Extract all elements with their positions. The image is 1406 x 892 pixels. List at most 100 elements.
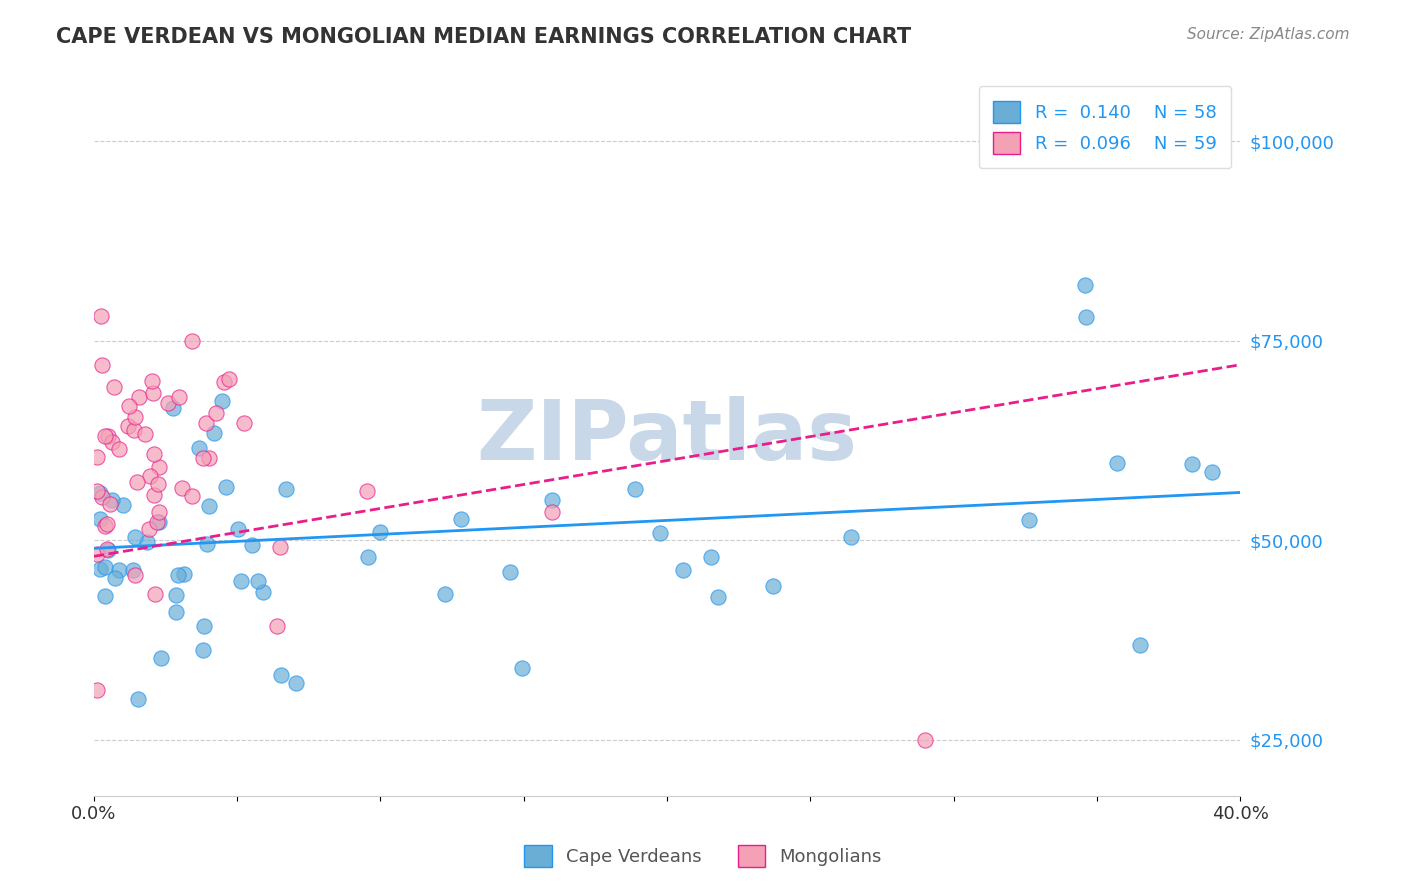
Point (233, 417, 256, 431)
Point (434, 587, 457, 601)
Point (167, 390, 190, 404)
Point (1129, 639, 1152, 653)
Point (191, 643, 214, 657)
Point (650, 526, 672, 541)
Point (541, 505, 564, 519)
Point (90, 490, 112, 504)
Point (914, 732, 936, 747)
Point (180, 490, 202, 504)
Point (124, 409, 146, 424)
Point (1074, 277, 1097, 292)
Point (173, 567, 195, 582)
Point (136, 535, 159, 549)
Point (118, 399, 141, 413)
Point (172, 481, 194, 495)
Point (98, 497, 121, 511)
Point (266, 619, 288, 633)
Point (103, 380, 125, 394)
Point (108, 563, 131, 577)
Point (214, 375, 236, 389)
Point (94, 429, 117, 443)
Point (512, 661, 534, 675)
Point (142, 385, 165, 400)
Point (226, 522, 249, 536)
Point (146, 516, 169, 530)
Point (499, 566, 522, 580)
Point (157, 395, 180, 409)
Point (138, 522, 160, 536)
Point (1107, 456, 1129, 470)
Point (90, 309, 112, 323)
Point (195, 537, 218, 551)
Point (139, 469, 162, 483)
Point (93, 589, 115, 603)
Point (540, 492, 562, 507)
Point (198, 499, 221, 513)
Point (89, 562, 111, 576)
Point (94, 519, 117, 533)
Point (368, 524, 391, 539)
Point (839, 530, 862, 544)
Point (127, 691, 149, 706)
Point (86, 547, 108, 561)
Point (270, 668, 292, 682)
Point (211, 394, 233, 409)
Point (193, 450, 215, 465)
Point (146, 477, 169, 491)
Text: ZIPatlas: ZIPatlas (477, 396, 858, 477)
Point (94, 560, 117, 574)
Point (96, 541, 118, 556)
Point (202, 425, 225, 440)
Point (195, 416, 218, 430)
Point (148, 459, 170, 474)
Point (100, 493, 122, 508)
Point (91, 358, 114, 372)
Point (97, 429, 120, 443)
Point (149, 650, 172, 665)
Text: Source: ZipAtlas.com: Source: ZipAtlas.com (1187, 27, 1350, 42)
Point (167, 568, 190, 582)
Point (252, 584, 274, 599)
Point (1181, 457, 1204, 471)
Point (143, 587, 166, 601)
Point (141, 375, 163, 389)
Point (699, 550, 721, 565)
Point (1018, 512, 1040, 526)
Point (205, 406, 228, 420)
Point (357, 549, 380, 564)
Point (142, 447, 165, 461)
Point (198, 451, 221, 466)
Point (1076, 310, 1098, 324)
Point (122, 563, 145, 577)
Point (86, 484, 108, 499)
Point (762, 579, 785, 593)
Point (86, 450, 108, 464)
Point (1201, 466, 1223, 480)
Point (707, 590, 730, 604)
Text: CAPE VERDEAN VS MONGOLIAN MEDIAN EARNINGS CORRELATION CHART: CAPE VERDEAN VS MONGOLIAN MEDIAN EARNING… (56, 27, 911, 46)
Point (96, 517, 118, 532)
Point (108, 442, 131, 456)
Point (86, 683, 108, 698)
Point (128, 390, 150, 404)
Point (124, 531, 146, 545)
Point (165, 605, 187, 619)
Point (127, 475, 149, 489)
Point (215, 480, 238, 494)
Point (240, 538, 263, 552)
Point (229, 574, 252, 589)
Point (112, 498, 135, 512)
Point (193, 619, 215, 633)
Point (122, 423, 145, 437)
Point (101, 434, 124, 449)
Point (269, 540, 291, 554)
Point (672, 564, 695, 578)
Point (218, 372, 240, 386)
Point (356, 483, 378, 498)
Point (285, 676, 308, 690)
Point (134, 426, 156, 441)
Point (104, 571, 127, 585)
Point (142, 488, 165, 502)
Point (162, 401, 184, 416)
Point (148, 515, 170, 529)
